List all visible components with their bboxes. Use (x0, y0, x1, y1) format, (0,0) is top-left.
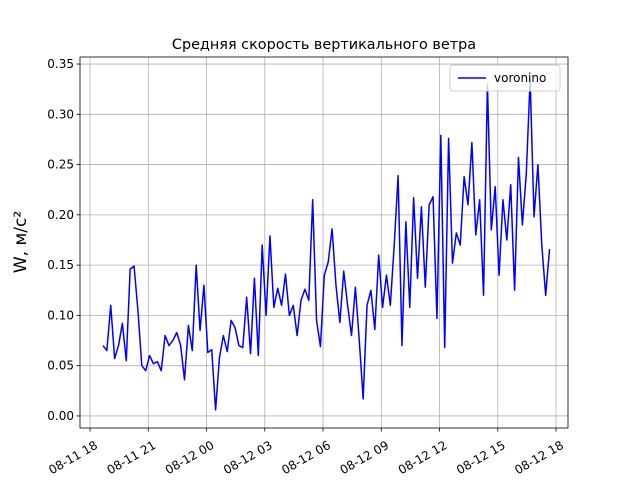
y-tick-label: 0.25 (47, 158, 74, 172)
chart-title: Средняя скорость вертикального ветра (172, 37, 476, 53)
y-tick-label: 0.05 (47, 359, 74, 373)
y-tick-label: 0.15 (47, 258, 74, 272)
legend-label: voronino (494, 71, 546, 85)
x-tick-label: 08-11 21 (104, 438, 158, 477)
x-tick-label: 08-12 00 (163, 438, 217, 477)
plot-frame (79, 56, 569, 429)
y-tick-label: 0.35 (47, 57, 74, 71)
data-line (102, 78, 551, 411)
x-tick-label: 08-12 06 (279, 438, 333, 477)
y-tick-label: 0.10 (47, 308, 74, 322)
y-tick-label: 0.20 (47, 208, 74, 222)
x-tick-label: 08-12 03 (221, 438, 275, 477)
x-tick-label: 08-11 18 (46, 438, 100, 477)
x-tick-label: 08-12 18 (512, 438, 566, 477)
y-axis-label: W, м/с² (11, 211, 31, 273)
x-tick-label: 08-12 15 (454, 438, 508, 477)
x-tick-label: 08-12 12 (396, 438, 450, 477)
y-tick-label: 0.30 (47, 107, 74, 121)
x-tick-label: 08-12 09 (337, 438, 391, 477)
y-tick-label: 0.00 (47, 409, 74, 423)
legend-box (449, 64, 561, 92)
